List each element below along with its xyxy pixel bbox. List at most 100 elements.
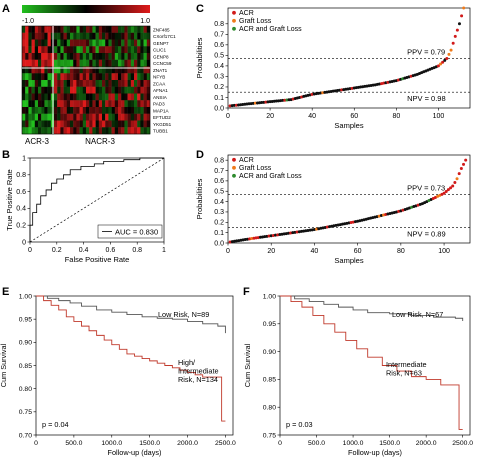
heatmap-cell xyxy=(44,107,48,114)
heatmap-cell xyxy=(79,59,83,67)
heatmap-cell xyxy=(127,113,131,121)
heatmap-cell xyxy=(146,26,151,33)
heatmap-cell xyxy=(102,53,106,60)
heatmap-cell xyxy=(146,80,151,87)
heatmap-cell xyxy=(31,80,35,87)
heatmap-cell xyxy=(57,107,61,114)
heatmap-cell xyxy=(118,93,122,101)
heatmap-cell xyxy=(114,59,119,67)
heatmap-cell xyxy=(38,66,42,74)
x-axis-title: Samples xyxy=(334,256,363,265)
heatmap-cell xyxy=(105,100,109,108)
heatmap-cell xyxy=(47,46,51,54)
survival-plot-e: 0 500.0 1000.0 1500.0 2000.0 2500.0 0.70 0.75 0.… xyxy=(0,293,236,457)
heatmap-cell xyxy=(124,80,128,87)
heatmap-cell xyxy=(82,93,87,101)
heatmap-cell xyxy=(25,53,29,60)
heatmap-cell xyxy=(79,73,83,81)
heatmap-cell xyxy=(54,66,58,74)
heatmap-cell xyxy=(66,86,71,94)
legend-marker xyxy=(232,165,236,170)
heatmap-cell xyxy=(25,86,29,94)
heatmap-cell xyxy=(140,53,144,60)
heatmap-cell xyxy=(31,32,35,40)
heatmap-cell xyxy=(70,107,74,114)
heatmap-cell xyxy=(28,120,32,128)
heatmap-cell xyxy=(130,113,135,121)
heatmap-cell xyxy=(82,32,87,40)
heatmap-cell xyxy=(111,93,115,101)
heatmap-cell xyxy=(102,93,106,101)
legend-label: ACR and Graft Loss xyxy=(239,173,302,180)
low-risk-label: Low Risk, N=67 xyxy=(392,310,443,319)
heatmap-cell xyxy=(25,120,29,128)
heatmap-cell xyxy=(31,46,35,54)
heatmap-cell xyxy=(22,120,26,128)
heatmap-cell xyxy=(28,59,32,67)
legend-marker xyxy=(232,18,236,23)
heatmap-cell xyxy=(105,107,109,114)
heatmap-cell xyxy=(140,86,144,94)
heatmap-cell xyxy=(137,39,141,47)
heatmap-cell xyxy=(121,32,125,40)
heatmap-cell xyxy=(41,107,45,114)
heatmap-cell xyxy=(134,59,138,67)
gene-label: GENP8 xyxy=(153,54,169,59)
heatmap-cell xyxy=(82,100,87,108)
heatmap-cell xyxy=(86,86,90,94)
heatmap-cell xyxy=(76,93,80,101)
heatmap-cell xyxy=(60,26,64,33)
y-tick-label: 0.8 xyxy=(214,21,224,28)
heatmap-cell xyxy=(95,66,99,74)
panel-d-letter: D xyxy=(196,149,204,161)
heatmap-cell xyxy=(44,113,48,121)
heatmap-cell xyxy=(57,46,61,54)
heatmap-cell xyxy=(111,107,115,114)
heatmap-cell xyxy=(95,80,99,87)
sample-point xyxy=(455,177,459,181)
heatmap-cell xyxy=(89,120,93,128)
heatmap-cell xyxy=(143,127,147,135)
heatmap-cell xyxy=(54,100,58,108)
sample-point xyxy=(460,14,464,18)
heatmap-cell xyxy=(98,39,103,47)
heatmap-cell xyxy=(73,59,77,67)
heatmap-cell xyxy=(28,113,32,121)
heatmap-cell xyxy=(44,53,48,60)
y-axis-title: Probabilities xyxy=(195,178,204,219)
heatmap-cell xyxy=(54,39,58,47)
heatmap-cell xyxy=(127,127,131,135)
heatmap-cell xyxy=(38,26,42,33)
heatmap-cell xyxy=(140,100,144,108)
heatmap-cell xyxy=(25,113,29,121)
roc-legend: AUC = 0.830 xyxy=(97,224,163,239)
gene-label: ANSIA xyxy=(153,95,168,100)
series-label-line: Intermediate xyxy=(386,360,427,369)
heatmap-cell xyxy=(54,53,58,60)
sample-point xyxy=(447,52,451,56)
heatmap-cell xyxy=(38,32,42,40)
heatmap-cell xyxy=(79,93,83,101)
heatmap-cell xyxy=(22,107,26,114)
heatmap-cell xyxy=(134,100,138,108)
heatmap-cell xyxy=(60,73,64,81)
heatmap-cell xyxy=(41,59,45,67)
heatmap-cell xyxy=(44,93,48,101)
sample-point xyxy=(451,41,455,45)
heatmap-cell xyxy=(105,86,109,94)
heatmap-cell xyxy=(63,66,67,74)
heatmap-cell xyxy=(143,39,147,47)
panel-a: A -1.0 1.0 ZNF485 CXorf17C1 GENP7 CLIC1GENP… xyxy=(2,3,176,146)
heatmap-cell xyxy=(86,100,90,108)
gene-label: CCNC59 xyxy=(153,61,172,66)
x-tick-label: 20 xyxy=(267,248,275,255)
heatmap-cell xyxy=(143,107,147,114)
y-tick-label: 0.70 xyxy=(19,432,32,439)
heatmap-cell xyxy=(82,86,87,94)
x-tick-label: 20 xyxy=(266,113,274,120)
heatmap-cell xyxy=(98,127,103,135)
y-tick-label: 0.7 xyxy=(214,32,224,39)
heatmap-cell xyxy=(105,59,109,67)
heatmap-cell xyxy=(89,113,93,121)
x-tick-label: 0.2 xyxy=(52,247,62,254)
